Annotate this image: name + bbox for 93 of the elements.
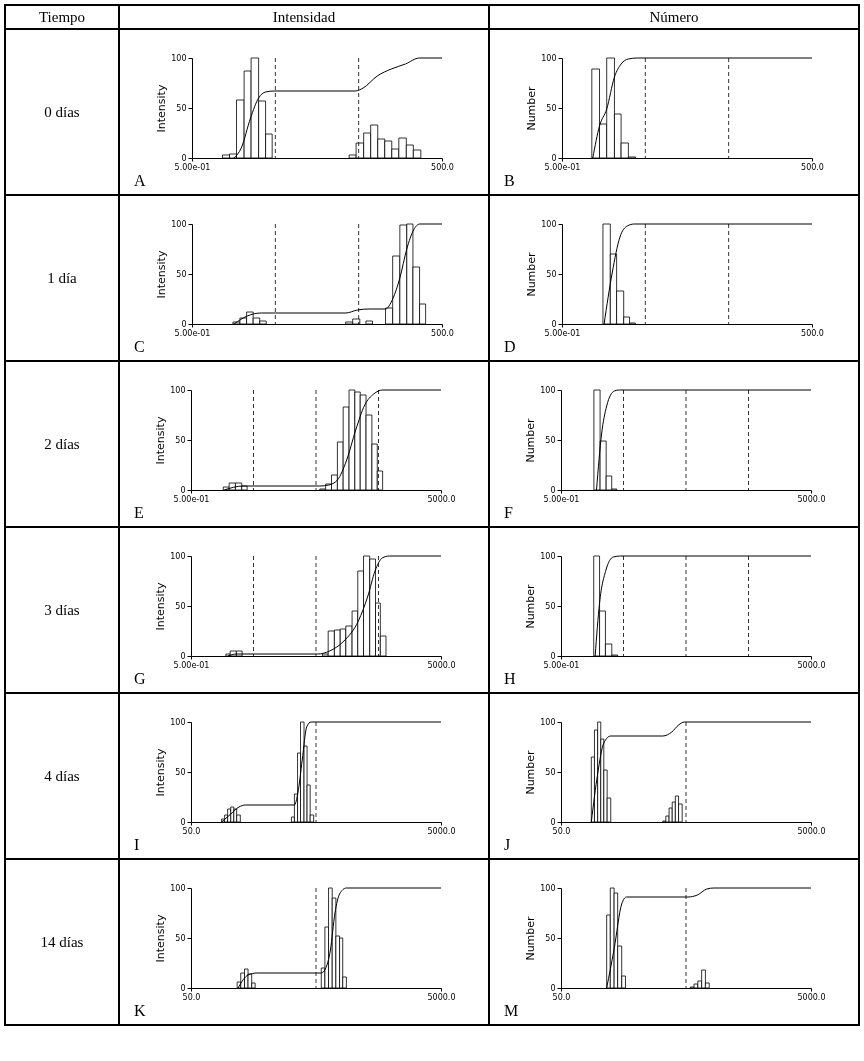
y-axis-title: Intensity xyxy=(153,581,167,630)
x-tick-label: 5000.0 xyxy=(427,826,455,835)
text: D xyxy=(504,338,516,356)
y-tick-label: 100 xyxy=(169,385,185,394)
text: G xyxy=(134,670,146,688)
x-tick-label: 500.0 xyxy=(430,328,454,337)
x-tick-label: 5000.0 xyxy=(797,660,825,669)
text: Tiempo xyxy=(5,5,119,29)
y-tick-label: 100 xyxy=(169,551,185,560)
y-axis-title: Number xyxy=(524,85,538,131)
x-tick-label: 5.00e-01 xyxy=(544,162,580,171)
y-tick-label: 100 xyxy=(169,883,185,892)
y-tick-label: 50 xyxy=(174,767,185,776)
y-axis-title: Number xyxy=(523,915,537,961)
y-tick-label: 0 xyxy=(550,153,556,162)
y-tick-label: 50 xyxy=(174,601,185,610)
text: K xyxy=(134,1002,146,1020)
x-tick-label: 50.0 xyxy=(552,992,570,1001)
x-tick-label: 5000.0 xyxy=(797,826,825,835)
y-tick-label: 50 xyxy=(545,269,556,278)
text: 2 días xyxy=(5,361,119,527)
y-axis-title: Intensity xyxy=(153,913,167,962)
x-tick-label: 5.00e-01 xyxy=(173,494,209,503)
y-tick-label: 100 xyxy=(170,219,186,228)
y-tick-label: 100 xyxy=(540,53,556,62)
text: 14 días xyxy=(5,859,119,1025)
x-tick-label: 5.00e-01 xyxy=(174,328,210,337)
y-tick-label: 50 xyxy=(544,933,555,942)
y-tick-label: 50 xyxy=(544,767,555,776)
text: M xyxy=(504,1002,519,1020)
y-tick-label: 100 xyxy=(170,53,186,62)
y-axis-title: Intensity xyxy=(154,249,168,298)
y-tick-label: 100 xyxy=(539,717,555,726)
x-tick-label: 500.0 xyxy=(800,328,824,337)
text: J xyxy=(504,836,511,854)
y-tick-label: 50 xyxy=(544,435,555,444)
y-tick-label: 50 xyxy=(174,933,185,942)
y-tick-label: 0 xyxy=(550,319,556,328)
text: C xyxy=(134,338,145,356)
y-tick-label: 0 xyxy=(180,319,186,328)
y-axis-title: Intensity xyxy=(153,747,167,796)
x-tick-label: 500.0 xyxy=(430,162,454,171)
y-tick-label: 0 xyxy=(179,651,185,660)
y-tick-label: 0 xyxy=(180,153,186,162)
text: B xyxy=(504,172,515,190)
x-tick-label: 5.00e-01 xyxy=(543,660,579,669)
y-tick-label: 100 xyxy=(540,219,556,228)
text: I xyxy=(134,836,140,854)
x-tick-label: 5.00e-01 xyxy=(173,660,209,669)
y-tick-label: 100 xyxy=(539,385,555,394)
y-tick-label: 0 xyxy=(549,651,555,660)
y-axis-title: Number xyxy=(523,583,537,629)
y-axis-title: Number xyxy=(523,417,537,463)
y-tick-label: 0 xyxy=(549,983,555,992)
x-tick-label: 50.0 xyxy=(182,992,200,1001)
y-axis-title: Number xyxy=(524,251,538,297)
y-tick-label: 50 xyxy=(175,103,186,112)
x-tick-label: 5.00e-01 xyxy=(544,328,580,337)
x-tick-label: 5.00e-01 xyxy=(174,162,210,171)
text: Intensidad xyxy=(119,5,489,29)
text: A xyxy=(134,172,146,190)
text: Número xyxy=(489,5,859,29)
y-tick-label: 0 xyxy=(549,817,555,826)
text: H xyxy=(504,670,516,688)
y-axis-title: Intensity xyxy=(154,83,168,132)
y-tick-label: 0 xyxy=(549,485,555,494)
text: 0 días xyxy=(5,29,119,195)
x-tick-label: 5000.0 xyxy=(427,992,455,1001)
y-tick-label: 100 xyxy=(539,551,555,560)
x-tick-label: 5000.0 xyxy=(427,494,455,503)
x-tick-label: 5.00e-01 xyxy=(543,494,579,503)
x-tick-label: 500.0 xyxy=(800,162,824,171)
text: F xyxy=(504,504,513,522)
y-tick-label: 50 xyxy=(175,269,186,278)
y-tick-label: 0 xyxy=(179,983,185,992)
x-tick-label: 5000.0 xyxy=(427,660,455,669)
y-axis-title: Number xyxy=(523,749,537,795)
x-tick-label: 50.0 xyxy=(182,826,200,835)
y-tick-label: 50 xyxy=(544,601,555,610)
y-axis-title: Intensity xyxy=(153,415,167,464)
y-tick-label: 0 xyxy=(179,817,185,826)
text: 3 días xyxy=(5,527,119,693)
x-tick-label: 50.0 xyxy=(552,826,570,835)
x-tick-label: 5000.0 xyxy=(797,992,825,1001)
y-tick-label: 0 xyxy=(179,485,185,494)
text: E xyxy=(134,504,144,522)
text: 1 día xyxy=(5,195,119,361)
y-tick-label: 50 xyxy=(545,103,556,112)
y-tick-label: 50 xyxy=(174,435,185,444)
y-tick-label: 100 xyxy=(539,883,555,892)
text: 4 días xyxy=(5,693,119,859)
x-tick-label: 5000.0 xyxy=(797,494,825,503)
y-tick-label: 100 xyxy=(169,717,185,726)
